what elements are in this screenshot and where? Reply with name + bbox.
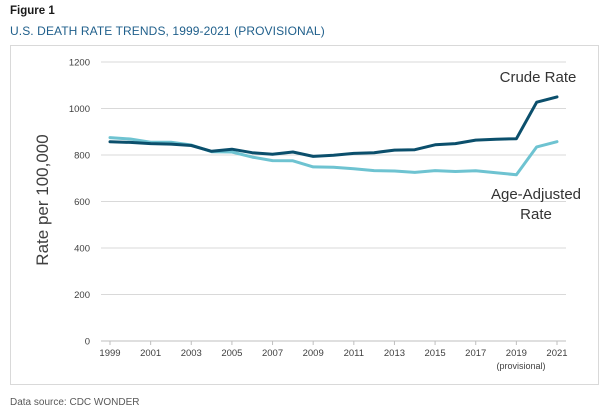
line-chart: 0 200 400 600 800 1000 1200 1999 2001 2003 2005 20…: [33, 58, 581, 372]
series-annotations: Crude Rate Age-Adjusted Rate: [491, 69, 581, 223]
chart-title: U.S. DEATH RATE TRENDS, 1999-2021 (PROVI…: [10, 24, 325, 38]
x-tick-label: 2015: [425, 348, 446, 359]
x-tick-label: 2007: [262, 348, 283, 359]
x-axis-ticks: 1999 2001 2003 2005 2007 2009 2011 2013 2015 2017…: [99, 341, 568, 359]
y-tick-label: 200: [74, 290, 90, 301]
x-tick-label: 2011: [344, 348, 364, 359]
crude-rate-label: Crude Rate: [500, 69, 577, 86]
series-lines: [108, 95, 559, 177]
crude-rate-line: [108, 95, 559, 158]
y-tick-label: 800: [74, 151, 90, 162]
x-tick-note: (provisional): [496, 361, 545, 371]
y-tick-label: 1200: [69, 58, 90, 69]
x-tick-label: 2019: [506, 348, 527, 359]
y-tick-label: 1000: [69, 104, 90, 115]
x-tick-label: 1999: [99, 348, 120, 359]
x-tick-label: 2009: [303, 348, 324, 359]
y-tick-label: 400: [74, 244, 90, 255]
y-axis-ticks: 0 200 400 600 800 1000 1200: [69, 58, 90, 348]
x-tick-label: 2003: [181, 348, 202, 359]
x-tick-label: 2001: [140, 348, 161, 359]
y-tick-label: 600: [74, 197, 90, 208]
x-tick-label: 2017: [465, 348, 486, 359]
data-source-note: Data source: CDC WONDER: [10, 397, 140, 408]
x-tick-label: 2005: [221, 348, 242, 359]
x-tick-label: 2021: [546, 348, 567, 359]
chart-frame: [10, 45, 599, 385]
gridlines: [101, 61, 566, 342]
y-tick-label: 0: [85, 337, 90, 348]
age-adjusted-rate-label: Age-Adjusted: [491, 186, 581, 203]
figure-label: Figure 1: [10, 5, 55, 17]
x-tick-label: 2013: [384, 348, 405, 359]
age-adjusted-rate-label: Rate: [520, 206, 552, 223]
y-axis-label: Rate per 100,000: [33, 134, 52, 265]
